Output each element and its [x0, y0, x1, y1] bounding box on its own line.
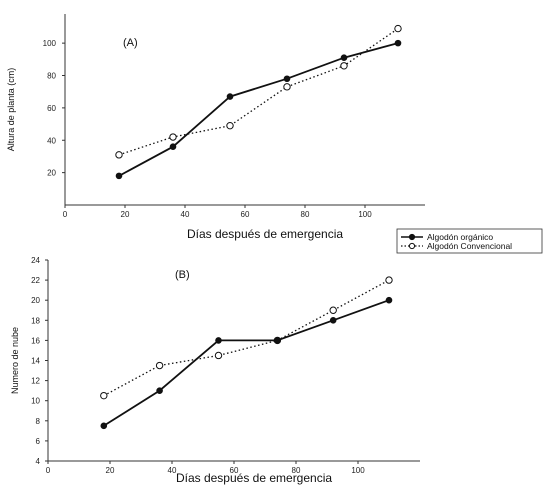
y-tick-label: 100 — [43, 39, 57, 48]
y-tick-label: 24 — [31, 256, 40, 265]
data-point-convencional — [100, 391, 108, 400]
x-axis-title: Días después de emergencia — [176, 471, 332, 485]
data-point-organico — [283, 75, 291, 83]
series-line-convencional — [103, 279, 390, 397]
x-tick-label: 0 — [63, 210, 68, 219]
data-point-convencional — [283, 83, 291, 91]
series-line-organico — [103, 299, 390, 427]
panel-label: (B) — [175, 269, 190, 281]
y-axis-title: Numero de nube — [10, 327, 20, 394]
data-point-organico — [385, 296, 393, 304]
y-tick-label: 10 — [31, 397, 40, 406]
x-tick-label: 20 — [121, 210, 130, 219]
legend-label: Algodón Convencional — [427, 241, 512, 251]
y-tick-label: 12 — [31, 377, 40, 386]
panel-b: 0 20 40 60 80 100 4 6 8 10 12 14 16 18 20 22 24 Días desp… — [10, 256, 420, 485]
y-tick-label: 14 — [31, 357, 40, 366]
y-tick-label: 22 — [31, 276, 40, 285]
data-point-convencional — [214, 351, 223, 360]
x-tick-label: 40 — [181, 210, 190, 219]
data-point-convencional — [340, 62, 348, 70]
y-tick-label: 20 — [31, 296, 40, 305]
data-point-organico — [215, 337, 222, 344]
data-point-convencional — [155, 361, 164, 370]
panel-a: 0 20 40 60 80 100 20 40 60 80 100 Días después de e… — [6, 14, 425, 241]
x-tick-label: 60 — [230, 466, 239, 475]
y-tick-label: 80 — [47, 72, 56, 81]
y-tick-label: 4 — [36, 457, 41, 466]
legend-box — [396, 228, 543, 254]
y-tick-label: 60 — [47, 104, 56, 113]
data-point-convencional — [115, 151, 123, 159]
x-tick-label: 0 — [46, 466, 51, 475]
data-point-organico — [394, 39, 402, 47]
data-point-convencional — [169, 133, 177, 141]
x-axis-title: Días después de emergencia — [187, 227, 343, 241]
x-tick-label: 60 — [241, 210, 250, 219]
series-line-organico — [118, 42, 399, 177]
y-tick-label: 40 — [47, 136, 56, 145]
y-tick-label: 20 — [47, 169, 56, 178]
y-axis-title: Altura de planta (cm) — [6, 68, 16, 152]
data-point-organico — [340, 54, 348, 62]
x-tick-label: 20 — [106, 466, 115, 475]
x-tick-label: 100 — [358, 210, 372, 219]
y-tick-label: 6 — [36, 437, 41, 446]
x-tick-label: 100 — [351, 466, 365, 475]
x-tick-label: 80 — [301, 210, 310, 219]
panel-label: (A) — [123, 37, 138, 49]
data-point-convencional — [226, 121, 234, 130]
data-point-organico — [274, 337, 281, 344]
series-line-convencional — [118, 28, 399, 156]
y-tick-label: 16 — [31, 336, 40, 345]
y-tick-label: 18 — [31, 316, 40, 325]
legend-label: Algodón orgánico — [427, 232, 493, 242]
data-point-organico — [100, 422, 108, 430]
x-tick-label: 80 — [292, 466, 301, 475]
data-point-convencional — [329, 306, 337, 314]
data-point-organico — [226, 93, 234, 100]
data-point-convencional — [394, 24, 402, 33]
data-point-convencional — [385, 276, 393, 284]
data-point-organico — [329, 317, 337, 324]
x-tick-label: 40 — [168, 466, 177, 475]
data-point-organico — [169, 143, 177, 151]
legend-marker — [408, 242, 416, 250]
data-point-organico — [115, 172, 123, 180]
y-tick-label: 8 — [36, 417, 41, 426]
legend-marker — [408, 233, 416, 241]
data-point-organico — [156, 387, 163, 394]
